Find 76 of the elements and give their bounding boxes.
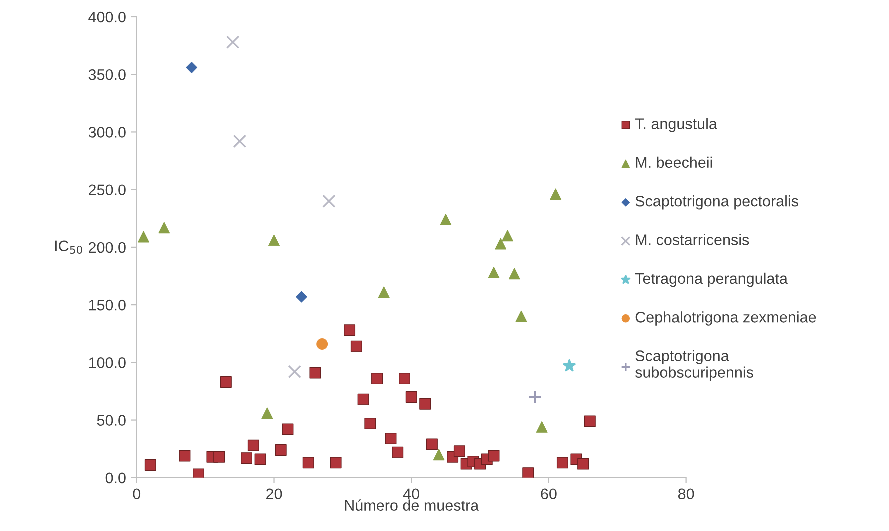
point	[262, 408, 274, 420]
point	[330, 457, 342, 469]
point	[364, 418, 376, 430]
y-axis-title: IC$_{50}$	[55, 240, 82, 254]
x-tick-label: 40	[403, 488, 420, 500]
y-tick-label: 400.0	[88, 12, 126, 23]
point	[385, 432, 397, 444]
point	[288, 365, 302, 379]
legend-label: Scaptotrigona pectoralis	[636, 196, 798, 210]
point	[536, 421, 548, 433]
point	[233, 134, 247, 148]
point	[502, 230, 514, 242]
point	[226, 36, 240, 49]
y-tick-label: 0.0	[106, 472, 126, 484]
y-tick-label: 200.0	[89, 242, 126, 254]
y-tick-label: 50.0	[97, 415, 126, 426]
x-tick-label: 0	[133, 488, 141, 500]
point	[406, 392, 418, 403]
legend-label: Scaptotrigona subobscuripennis	[636, 350, 754, 381]
point	[563, 359, 576, 372]
point	[220, 376, 232, 388]
point	[392, 446, 404, 458]
point	[248, 440, 260, 452]
point	[282, 424, 294, 436]
point	[584, 416, 596, 428]
point	[138, 231, 150, 243]
point	[495, 238, 507, 250]
point	[372, 373, 383, 385]
legend-label: Tetragona perangulata	[635, 272, 788, 288]
point	[420, 398, 432, 410]
point	[488, 267, 500, 279]
point	[344, 324, 356, 336]
point	[426, 438, 438, 450]
x-tick-label: 80	[678, 488, 694, 500]
point	[322, 194, 336, 208]
point	[433, 449, 445, 461]
point	[528, 390, 542, 404]
legend-label: M. beecheii	[636, 156, 712, 168]
point	[358, 394, 370, 406]
point	[186, 62, 198, 74]
x-tick-label: 60	[541, 488, 557, 500]
x-tick-label: 20	[266, 488, 282, 500]
y-tick-label: 350.0	[88, 69, 126, 80]
point	[350, 340, 362, 352]
point	[488, 450, 500, 462]
point	[302, 457, 314, 469]
point	[241, 452, 253, 464]
legend-label: Cephalotrigona zexmeniae	[636, 312, 816, 326]
point	[522, 468, 534, 478]
point	[550, 188, 562, 200]
point	[508, 268, 520, 280]
point	[144, 459, 156, 471]
point	[214, 451, 226, 463]
point	[316, 338, 328, 350]
y-tick-label: 300.0	[88, 127, 126, 138]
legend-label: T. angustula	[635, 118, 718, 132]
point	[399, 373, 410, 385]
point	[310, 367, 322, 379]
point	[516, 310, 528, 322]
y-tick-label: 150.0	[89, 300, 126, 311]
point	[275, 444, 287, 456]
y-tick-label: 100.0	[89, 358, 126, 368]
point	[556, 457, 568, 469]
y-tick-label: 250.0	[89, 184, 126, 196]
point	[454, 446, 466, 458]
point	[296, 291, 308, 303]
point	[378, 286, 390, 298]
legend-label: M. costarricensis	[636, 234, 750, 246]
point	[254, 454, 266, 466]
x-axis-title: Número de muestra	[345, 500, 480, 512]
point	[192, 468, 204, 478]
point	[578, 458, 590, 470]
point	[158, 222, 170, 234]
point	[440, 214, 452, 226]
point	[268, 234, 280, 246]
point	[179, 450, 191, 462]
